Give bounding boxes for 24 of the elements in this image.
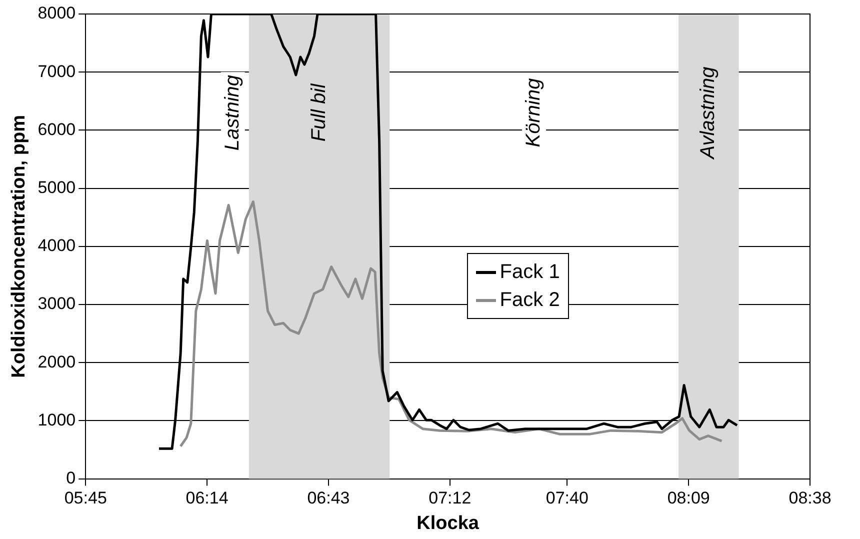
y-tick-label: 4000 — [38, 236, 76, 256]
y-tick-label: 3000 — [38, 294, 76, 314]
annotation: Körning — [522, 78, 545, 148]
x-tick-label: 08:38 — [788, 488, 832, 508]
legend-label: Fack 1 — [500, 260, 560, 286]
x-tick-label: 07:12 — [428, 488, 472, 508]
y-tick-label: 0 — [66, 468, 76, 488]
x-tick-label: 07:40 — [546, 488, 588, 508]
y-tick-label: 8000 — [38, 4, 76, 23]
x-tick-label: 08:09 — [667, 488, 710, 508]
y-tick-label: 5000 — [38, 178, 76, 197]
x-tick-label: 06:14 — [186, 488, 228, 508]
annotation: Lastning — [221, 74, 244, 151]
x-axis-title: Klocka — [416, 512, 480, 534]
y-axis-title: Koldioxidkoncentration, ppm — [8, 114, 30, 378]
y-tick-label: 1000 — [38, 410, 76, 430]
y-tick-label: 6000 — [38, 120, 76, 139]
x-tick-label: 05:45 — [64, 488, 107, 508]
band-label: Avlastning — [697, 66, 720, 160]
y-tick-label: 2000 — [38, 352, 76, 372]
band-label: Full bil — [308, 83, 330, 142]
x-tick-label: 06:43 — [307, 488, 350, 508]
legend-label: Fack 2 — [500, 288, 560, 314]
y-tick-label: 7000 — [38, 62, 76, 81]
